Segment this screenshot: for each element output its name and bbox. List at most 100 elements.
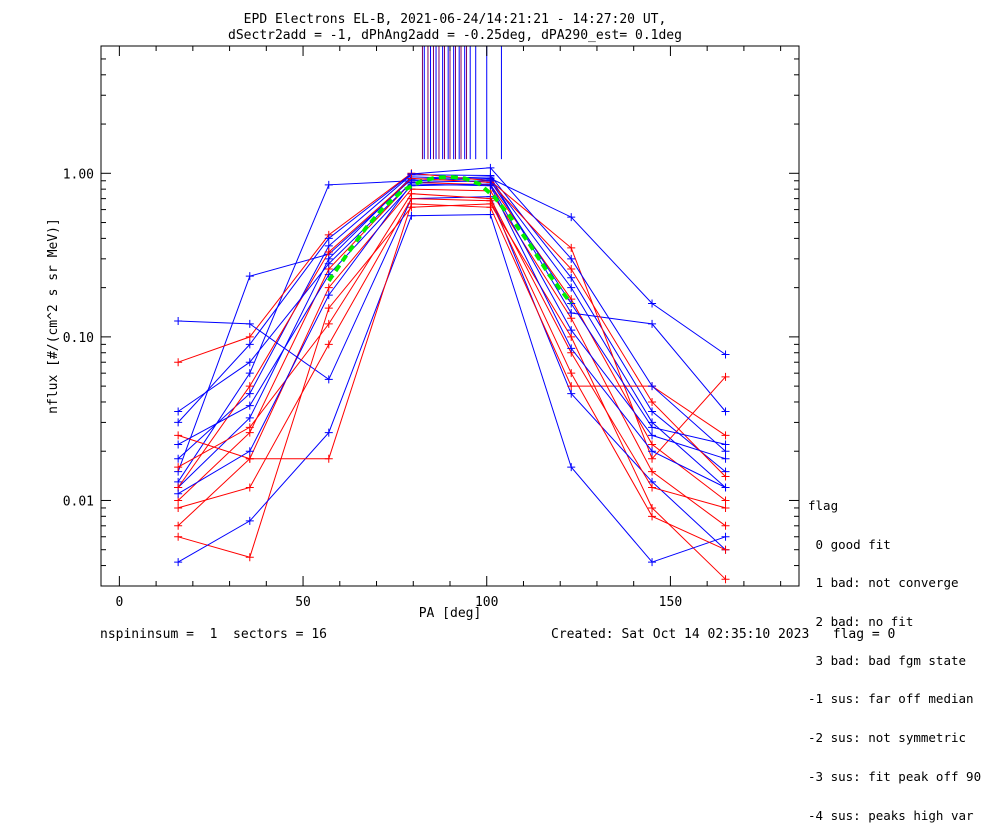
- data-point: [174, 431, 183, 440]
- series-line: [177, 213, 726, 563]
- data-point: [245, 413, 254, 422]
- footer-created: Created: Sat Oct 14 02:35:10 2023 flag =…: [551, 627, 896, 642]
- data-point: [174, 558, 183, 567]
- data-point: [567, 463, 576, 472]
- data-point: [648, 558, 657, 567]
- legend-item: 2 bad: no fit: [808, 613, 914, 629]
- data-point: [567, 389, 576, 398]
- data-point: [721, 532, 730, 541]
- data-point: [567, 283, 576, 292]
- data-point: [721, 440, 730, 449]
- chart-axes: 0 50 100 150 0.01 0.10 1.00: [63, 45, 799, 610]
- data-point: [721, 407, 730, 416]
- data-point: [648, 447, 657, 456]
- data-point: [245, 454, 254, 463]
- data-point: [721, 483, 730, 492]
- series-line: [177, 193, 726, 509]
- data-point: [567, 299, 576, 308]
- fit-curve: [327, 174, 573, 305]
- data-point: [567, 264, 576, 273]
- data-point: [407, 194, 416, 203]
- data-point: [721, 545, 730, 554]
- series-line: [177, 177, 726, 488]
- data-point: [174, 407, 183, 416]
- data-point: [174, 503, 183, 512]
- data-point: [567, 326, 576, 335]
- y-tick-label: 0.01: [63, 494, 94, 509]
- series-line: [177, 167, 726, 452]
- data-point: [245, 423, 254, 432]
- data-point: [245, 319, 254, 328]
- data-point: [245, 272, 254, 281]
- data-point: [567, 369, 576, 378]
- data-point: [721, 350, 730, 359]
- data-point: [324, 259, 333, 268]
- data-point: [245, 483, 254, 492]
- series-line: [178, 196, 726, 551]
- data-point: [245, 332, 254, 341]
- data-point: [648, 483, 657, 492]
- data-point: [721, 472, 730, 481]
- data-point: [174, 440, 183, 449]
- data-point: [324, 304, 333, 313]
- data-point: [567, 308, 576, 317]
- data-point: [324, 180, 333, 189]
- series-line: [177, 174, 726, 473]
- chart-title-line2: dSectr2add = -1, dPhAng2add = -0.25deg, …: [228, 28, 682, 43]
- data-point: [174, 521, 183, 530]
- legend-item: 1 bad: not converge: [808, 575, 959, 591]
- data-point: [486, 196, 495, 205]
- data-point: [324, 319, 333, 328]
- flag-legend: flag 0 good fit 1 bad: not converge 2 ba…: [808, 474, 981, 835]
- data-point: [567, 213, 576, 222]
- data-point: [174, 317, 183, 326]
- data-point: [324, 340, 333, 349]
- data-point: [174, 358, 183, 367]
- data-point: [567, 273, 576, 282]
- y-tick-label: 1.00: [63, 167, 94, 182]
- footer-info: nspininsum = 1 sectors = 16: [100, 627, 327, 642]
- series-line: [177, 181, 726, 501]
- x-tick-label: 150: [659, 595, 682, 610]
- data-point: [324, 248, 333, 257]
- series-line: [177, 180, 726, 445]
- legend-item: 0 good fit: [808, 536, 891, 552]
- data-point: [486, 210, 495, 219]
- data-point: [407, 211, 416, 220]
- series-line: [177, 183, 726, 460]
- data-point: [721, 496, 730, 505]
- y-axis-label: nflux [#/(cm^2 s sr MeV)]: [46, 218, 61, 414]
- legend-item: -3 sus: fit peak off 90: [808, 768, 982, 784]
- data-point: [174, 532, 183, 541]
- data-point: [648, 503, 657, 512]
- data-point: [245, 340, 254, 349]
- data-point: [648, 382, 657, 391]
- data-point: [245, 516, 254, 525]
- series-line: [177, 203, 726, 460]
- series-line: [177, 177, 726, 483]
- data-point: [648, 397, 657, 406]
- data-point: [245, 389, 254, 398]
- series-line: [177, 172, 726, 460]
- series-line: [177, 176, 726, 472]
- data-point: [245, 369, 254, 378]
- data-point: [324, 428, 333, 437]
- series-line: [177, 203, 726, 580]
- y-tick-label: 0.10: [63, 331, 94, 346]
- data-point: [648, 407, 657, 416]
- legend-item: -1 sus: far off median: [808, 691, 974, 707]
- data-point: [245, 447, 254, 456]
- data-point: [245, 401, 254, 410]
- data-point: [174, 463, 183, 472]
- series-line: [177, 198, 726, 551]
- data-point: [486, 181, 495, 190]
- data-point: [324, 291, 333, 300]
- data-point: [567, 254, 576, 263]
- data-point: [648, 467, 657, 476]
- chart-title-line1: EPD Electrons EL-B, 2021-06-24/14:21:21 …: [244, 12, 667, 27]
- data-point: [486, 163, 495, 172]
- data-point: [648, 440, 657, 449]
- data-point: [567, 332, 576, 341]
- data-point: [324, 375, 333, 384]
- series-line: [177, 188, 726, 527]
